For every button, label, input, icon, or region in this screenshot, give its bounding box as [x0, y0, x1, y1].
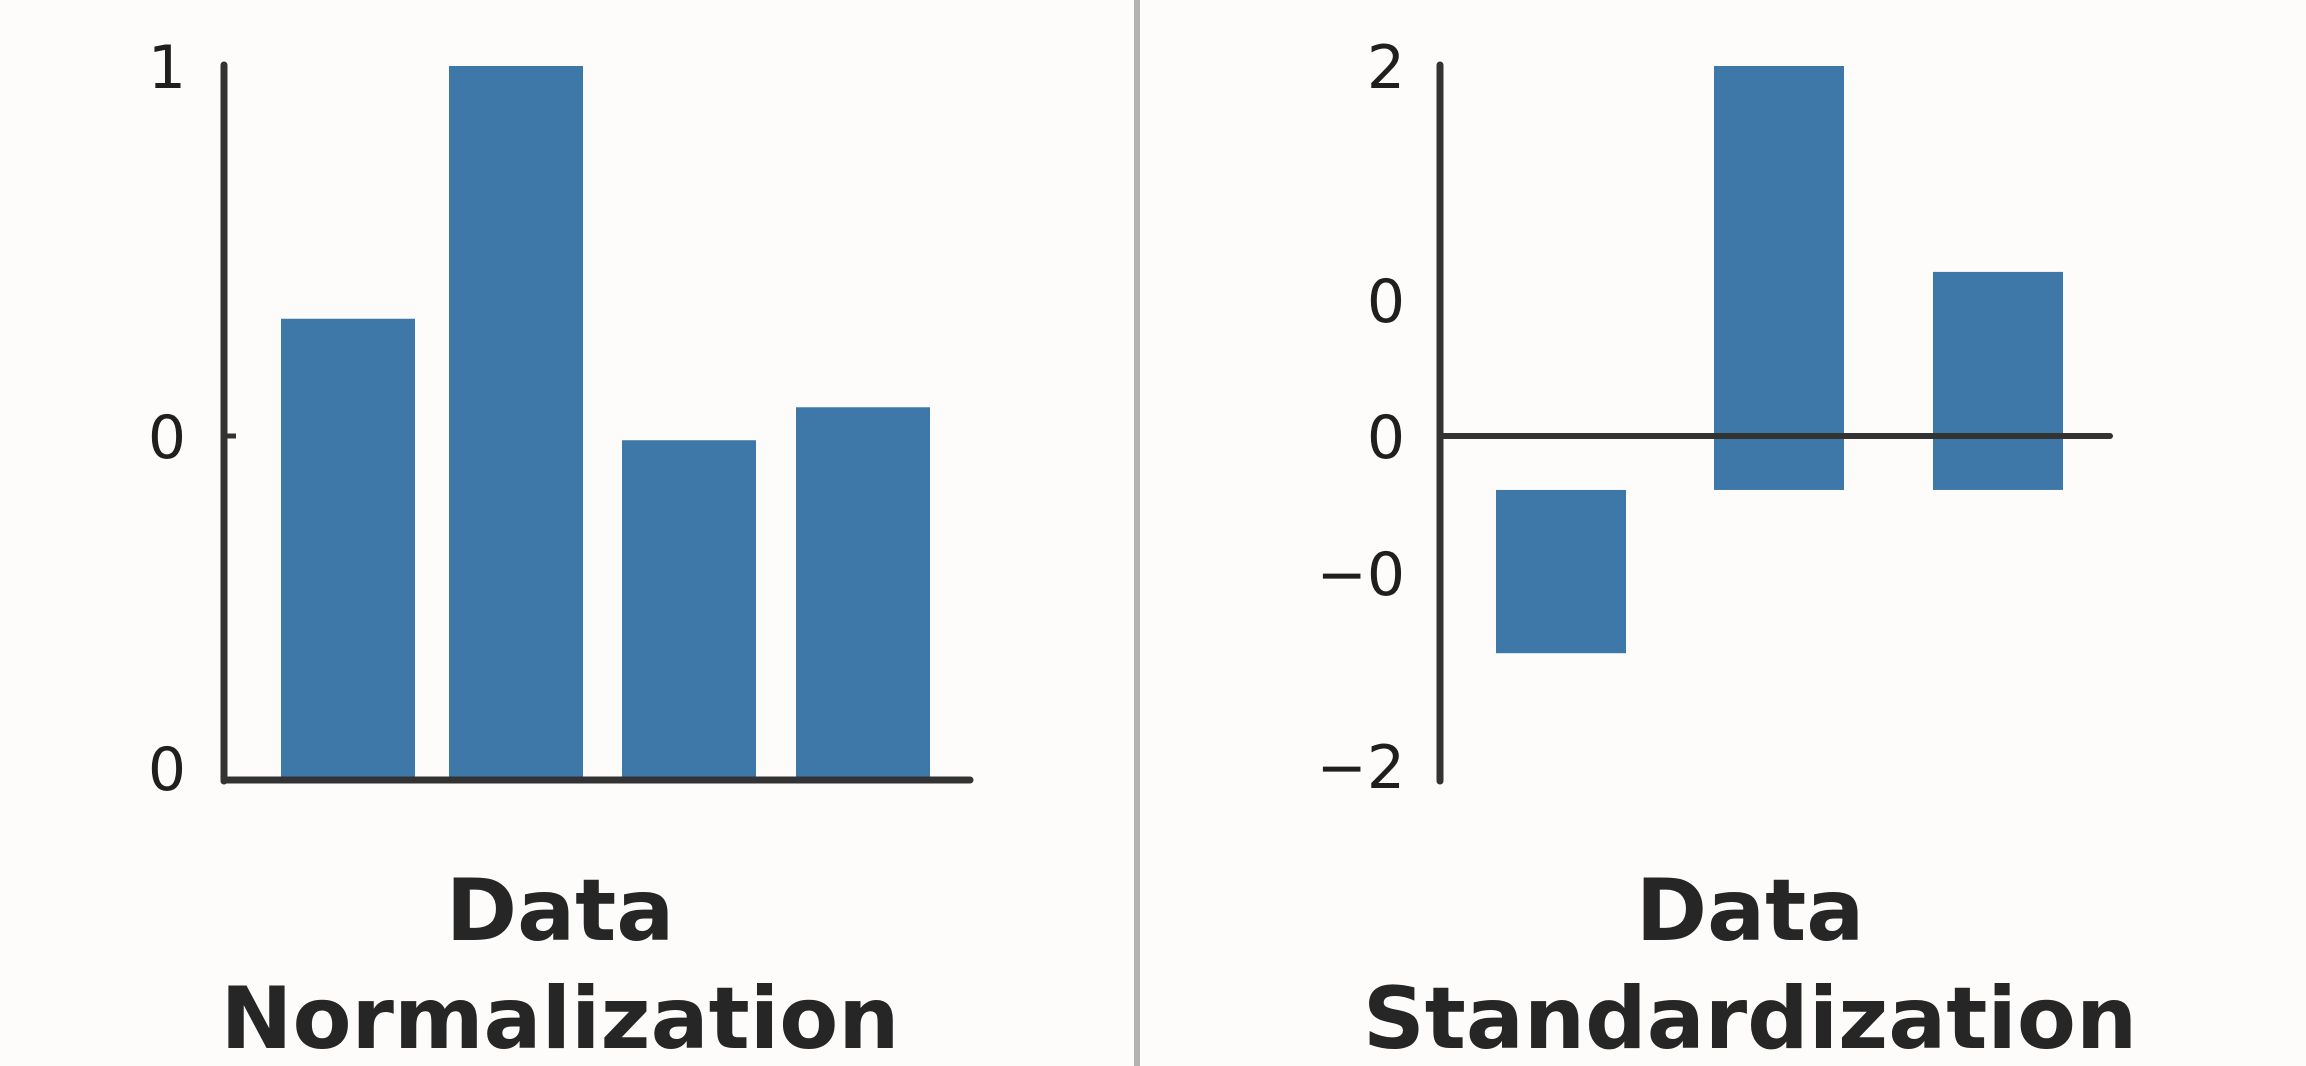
normalization-bar-1 — [281, 318, 415, 778]
normalization-bars — [281, 66, 930, 778]
standardization-title-line-2: Standardization — [1363, 969, 2137, 1066]
standardization-title-line-1: Data — [1636, 861, 1865, 961]
standardization-y-tick-label: −2 — [1317, 733, 1405, 803]
normalization-title-line-1: Data — [446, 861, 675, 961]
standardization-bar-2 — [1714, 66, 1844, 490]
normalization-title-line-2: Normalization — [220, 969, 899, 1066]
standardization-bars — [1496, 66, 2063, 654]
normalization-y-tick-label: 0 — [148, 403, 186, 473]
normalization-bar-4 — [796, 407, 930, 778]
standardization-bar-3 — [1933, 271, 2063, 490]
normalization-chart: 1 0 0 Data Normalization — [148, 33, 974, 1066]
standardization-chart: 2 0 0 −0 −2 Data Standardization — [1317, 33, 2138, 1066]
normalization-bar-3 — [622, 440, 756, 778]
normalization-y-tick-label: 1 — [148, 33, 186, 103]
standardization-y-tick-label: 0 — [1367, 403, 1405, 473]
standardization-y-tick-label: 0 — [1367, 267, 1405, 337]
standardization-y-tick-label: 2 — [1367, 33, 1405, 103]
normalization-bar-2 — [449, 66, 583, 778]
standardization-y-tick-label: −0 — [1317, 540, 1405, 610]
normalization-y-tick-label: 0 — [148, 735, 186, 805]
standardization-bar-1 — [1496, 489, 1626, 654]
